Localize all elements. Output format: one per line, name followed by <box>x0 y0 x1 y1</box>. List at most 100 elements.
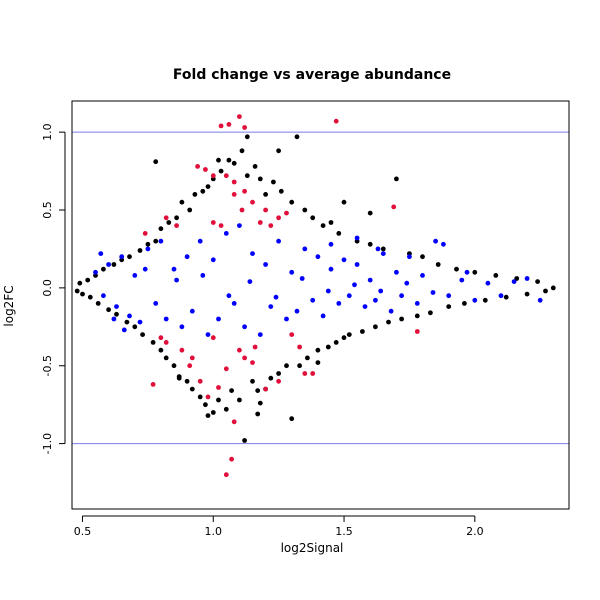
data-point <box>189 308 195 314</box>
data-point <box>252 164 258 169</box>
data-point <box>320 223 326 229</box>
data-point <box>145 246 151 252</box>
data-point <box>250 199 255 205</box>
series-3-points <box>142 114 420 478</box>
data-point <box>187 363 193 369</box>
data-point <box>289 269 295 275</box>
data-point <box>302 371 308 376</box>
y-tick-label: -0.5 <box>41 355 54 376</box>
data-point <box>231 192 237 197</box>
data-point <box>106 262 111 267</box>
data-point <box>210 173 216 179</box>
data-point <box>352 282 357 288</box>
data-point <box>223 406 229 412</box>
data-point <box>158 347 164 353</box>
data-point <box>459 277 465 283</box>
data-point <box>289 199 295 205</box>
data-point <box>203 402 208 408</box>
data-point <box>153 238 159 244</box>
data-point <box>420 273 425 278</box>
data-point <box>189 386 195 392</box>
data-point <box>341 257 347 263</box>
data-point <box>399 293 404 299</box>
data-point <box>271 179 276 185</box>
data-point <box>176 374 182 379</box>
data-point <box>223 366 229 372</box>
data-point <box>273 294 279 300</box>
data-point <box>203 167 208 172</box>
data-point <box>503 294 509 300</box>
x-axis-label: log2Signal <box>281 541 344 555</box>
data-point <box>257 176 263 182</box>
y-tick-label: 0.5 <box>41 201 54 219</box>
data-point <box>289 332 295 337</box>
data-point <box>346 293 352 299</box>
data-point <box>237 114 242 119</box>
data-point <box>263 262 268 267</box>
data-point <box>242 188 248 194</box>
data-point <box>250 378 255 384</box>
data-point <box>210 220 216 225</box>
data-point <box>226 293 232 299</box>
data-point <box>189 355 195 361</box>
data-point <box>216 397 221 403</box>
data-point <box>239 207 245 213</box>
data-point <box>373 324 378 330</box>
data-point <box>114 304 119 309</box>
data-point <box>142 231 148 236</box>
data-point <box>284 210 289 216</box>
data-point <box>114 311 119 317</box>
data-point <box>124 319 130 325</box>
data-point <box>325 344 331 350</box>
data-point <box>276 148 281 154</box>
data-point <box>388 308 394 314</box>
data-point <box>111 262 117 267</box>
data-point <box>250 251 255 256</box>
chart-title: Fold change vs average abundance <box>173 67 451 83</box>
data-point <box>550 285 556 291</box>
data-point <box>414 301 420 306</box>
data-point <box>158 226 164 232</box>
data-point <box>284 316 289 322</box>
data-point <box>216 157 221 163</box>
y-tick-label: 1.0 <box>41 123 54 141</box>
data-point <box>543 288 548 294</box>
data-point <box>231 301 237 306</box>
data-point <box>93 269 98 275</box>
data-point <box>237 347 242 353</box>
data-point <box>297 363 302 369</box>
data-point <box>244 134 250 140</box>
data-point <box>537 297 543 303</box>
data-point <box>441 241 446 247</box>
data-point <box>276 371 281 376</box>
data-point <box>223 472 229 478</box>
data-point <box>252 344 258 350</box>
data-point <box>257 220 263 225</box>
data-point <box>367 241 373 247</box>
data-point <box>446 304 452 309</box>
data-point <box>380 246 386 252</box>
data-point <box>299 276 305 281</box>
data-point <box>354 262 360 267</box>
data-point <box>378 288 384 294</box>
data-point <box>511 279 517 284</box>
data-point <box>482 297 488 303</box>
series-1-points <box>74 134 556 443</box>
data-point <box>305 355 310 361</box>
data-point <box>210 257 216 263</box>
data-point <box>200 188 206 194</box>
data-point <box>158 335 164 341</box>
data-point <box>231 419 237 425</box>
data-point <box>247 279 253 284</box>
data-point <box>315 347 321 353</box>
data-point <box>263 386 268 392</box>
data-point <box>315 254 321 260</box>
data-point <box>268 304 274 309</box>
data-point <box>446 293 452 299</box>
data-point <box>98 251 104 256</box>
data-point <box>174 223 180 229</box>
data-point <box>336 301 342 306</box>
data-point <box>328 241 334 247</box>
data-point <box>163 316 169 322</box>
